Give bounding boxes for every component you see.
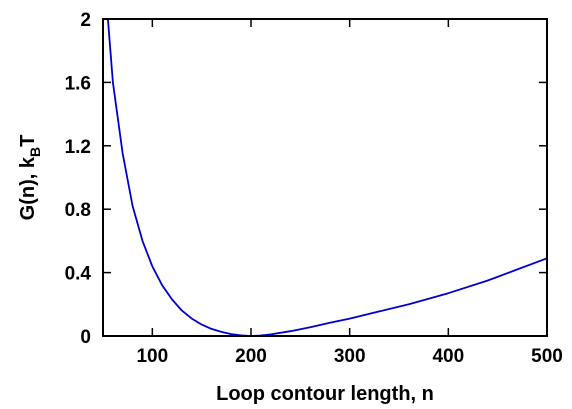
y-tick-label: 1.6 — [65, 73, 91, 94]
series-line — [107, 18, 548, 337]
y-axis-label-subscript: B — [27, 147, 43, 157]
y-tick-label: 0.4 — [65, 264, 92, 285]
y-tick-label: 2 — [80, 10, 91, 31]
x-tick-label: 500 — [531, 346, 563, 367]
y-tick-label: 1.2 — [65, 137, 91, 158]
y-axis-label-tail: T — [17, 135, 39, 147]
x-tick-label: 300 — [334, 346, 366, 367]
x-tick-label: 400 — [432, 346, 464, 367]
y-tick-label: 0.8 — [65, 200, 91, 221]
x-axis-label: Loop contour length, n — [216, 383, 434, 405]
plot-frame — [102, 18, 548, 337]
y-axis-label: G(n), kBT — [17, 135, 43, 221]
y-tick-label: 0 — [80, 327, 91, 348]
x-tick-label: 200 — [235, 346, 267, 367]
x-tick-label: 100 — [136, 346, 168, 367]
y-axis-label-main: G(n), k — [17, 156, 39, 220]
